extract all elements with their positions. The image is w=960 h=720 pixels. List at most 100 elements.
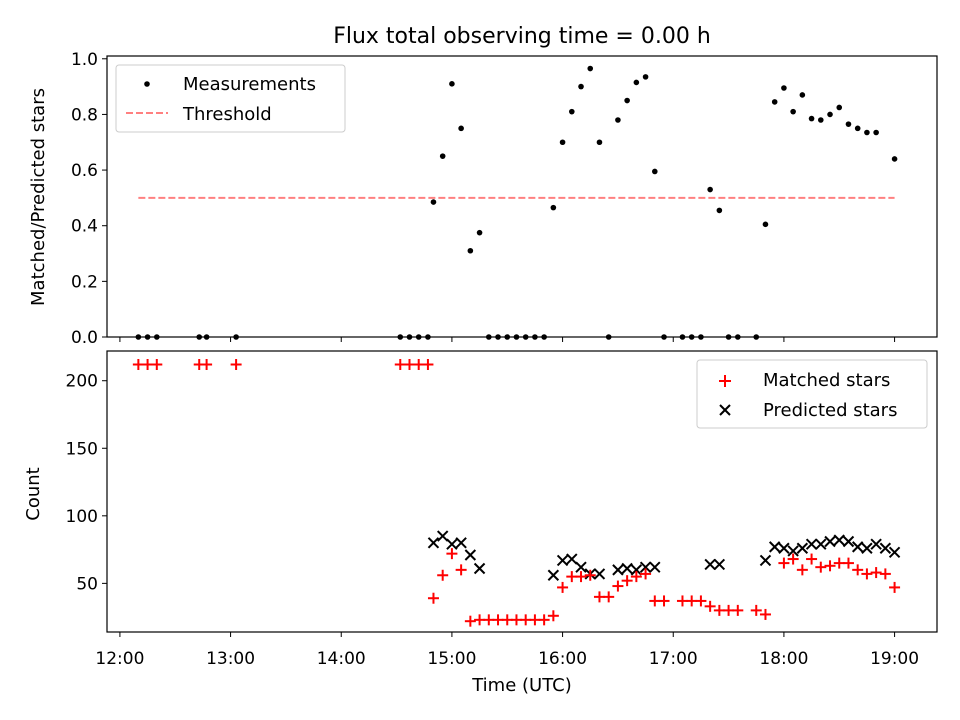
measurement-point xyxy=(818,117,824,123)
legend-matched-label: Matched stars xyxy=(763,370,890,391)
matched-star-marker xyxy=(538,614,550,626)
measurement-point xyxy=(873,129,879,136)
ratio-x-ticks xyxy=(119,337,896,342)
matched-star-marker xyxy=(593,591,605,603)
matched-star-marker xyxy=(686,595,698,607)
predicted-star-marker xyxy=(768,541,781,553)
measurement-point xyxy=(891,156,898,162)
count-legend: Matched stars Predicted stars xyxy=(696,359,928,429)
measurement-point xyxy=(864,129,870,136)
matched-star-marker xyxy=(437,569,449,581)
matched-star-marker xyxy=(852,564,864,576)
predicted-star-marker xyxy=(630,564,643,576)
matched-star-marker xyxy=(520,614,532,626)
matched-star-marker xyxy=(464,615,476,627)
predicted-star-marker xyxy=(556,554,569,567)
measurement-point xyxy=(642,74,649,80)
predicted-star-marker xyxy=(796,542,809,554)
count-x-tick-label: 18:00 xyxy=(759,649,808,669)
measurement-point xyxy=(808,115,815,122)
matched-star-marker xyxy=(621,575,633,587)
matched-star-marker xyxy=(510,614,522,626)
ratio-legend-box xyxy=(115,64,346,133)
matched-star-marker xyxy=(630,571,642,583)
matched-star-marker xyxy=(612,580,624,592)
predicted-star-marker xyxy=(436,530,449,542)
ratio-y-tick-label: 0.2 xyxy=(71,272,98,292)
ratio-y-axis-label: Matched/Predicted stars xyxy=(28,88,49,306)
measurement-point xyxy=(467,247,474,254)
measurement-point xyxy=(652,168,658,175)
matched-star-marker xyxy=(695,595,707,607)
count-x-tick-label: 14:00 xyxy=(317,649,366,669)
matched-star-marker xyxy=(455,564,467,576)
count-plot-area xyxy=(132,359,901,627)
measurement-point xyxy=(476,229,483,236)
matched-star-marker xyxy=(676,595,688,607)
matched-star-marker xyxy=(557,581,569,593)
measurement-point xyxy=(781,85,787,91)
count-x-tick-label: 15:00 xyxy=(427,649,476,669)
count-x-tick-label: 17:00 xyxy=(649,649,698,669)
predicted-star-marker xyxy=(815,538,827,550)
matched-star-marker xyxy=(713,604,725,616)
count-x-axis-label: Time (UTC) xyxy=(471,675,572,696)
matched-star-marker xyxy=(723,604,735,616)
ratio-y-tick-label: 1.0 xyxy=(71,50,98,70)
count-y-tick-label: 50 xyxy=(76,574,98,594)
ratio-plot-area xyxy=(135,65,898,340)
matched-star-marker xyxy=(750,604,762,616)
predicted-star-marker xyxy=(861,542,873,554)
measurement-point xyxy=(836,104,843,111)
matched-star-marker xyxy=(759,608,771,620)
count-y-tick-label: 100 xyxy=(66,507,98,527)
measurement-point xyxy=(439,153,446,159)
predicted-star-marker xyxy=(704,558,716,571)
predicted-star-marker xyxy=(547,569,560,581)
measurement-point xyxy=(827,111,833,118)
measurement-point xyxy=(559,139,566,146)
matched-star-marker xyxy=(815,561,827,573)
predicted-star-marker xyxy=(842,535,855,548)
legend-predicted-marker xyxy=(719,404,731,416)
count-x-tick-label: 13:00 xyxy=(206,649,255,669)
matched-star-marker xyxy=(142,359,154,371)
measurement-point xyxy=(771,99,778,105)
count-panel: 12:00 13:00 14:00 15:00 16:00 17:00 18:00 19:00… xyxy=(23,350,938,696)
predicted-star-marker xyxy=(473,562,486,575)
measurement-point xyxy=(624,97,630,104)
matched-star-marker xyxy=(132,359,144,371)
predicted-star-marker xyxy=(805,538,818,550)
matched-star-marker xyxy=(842,557,854,569)
matched-star-marker xyxy=(529,614,541,626)
predicted-star-marker xyxy=(851,541,864,553)
matched-star-marker xyxy=(492,614,504,626)
matched-star-marker xyxy=(796,564,808,576)
predicted-star-marker xyxy=(593,568,606,580)
count-x-ticks: 12:00 13:00 14:00 15:00 16:00 17:00 18:00 19:00 xyxy=(95,632,919,669)
ratio-y-tick-label: 0.6 xyxy=(71,161,98,181)
predicted-star-marker xyxy=(778,542,790,554)
predicted-star-marker xyxy=(787,545,799,557)
legend-threshold-label: Threshold xyxy=(182,104,272,125)
measurement-point xyxy=(449,81,455,87)
matched-star-marker xyxy=(640,568,652,580)
measurement-point xyxy=(790,108,796,115)
predicted-star-marker xyxy=(879,542,892,554)
matched-star-marker xyxy=(603,591,615,603)
ratio-axes-frame xyxy=(106,55,938,338)
count-x-tick-label: 16:00 xyxy=(538,649,587,669)
matched-star-marker xyxy=(870,567,882,579)
matched-star-marker xyxy=(704,600,716,612)
matched-star-marker xyxy=(403,359,415,371)
legend-matched-marker xyxy=(719,375,731,387)
matched-star-marker xyxy=(201,359,213,371)
matched-star-marker xyxy=(474,614,486,626)
predicted-star-marker xyxy=(833,534,845,546)
predicted-star-marker xyxy=(566,553,578,565)
ratio-y-tick-label: 0.0 xyxy=(71,328,98,348)
legend-measurements-label: Measurements xyxy=(183,74,316,95)
count-x-tick-label: 19:00 xyxy=(870,649,919,669)
matched-star-marker xyxy=(649,595,661,607)
